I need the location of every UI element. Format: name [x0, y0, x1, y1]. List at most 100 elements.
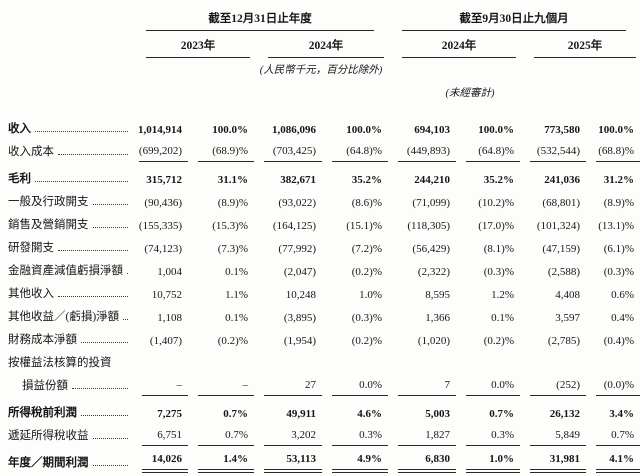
cell-value: 382,671 — [280, 174, 316, 186]
cell-value: 31,981 — [520, 450, 586, 473]
cell-value: (77,992) — [278, 243, 316, 255]
cell-value: 100.0% — [212, 124, 248, 136]
cell-value — [132, 367, 188, 373]
cell-value: (2,322) — [417, 266, 450, 278]
cell-value: 100.0% — [346, 124, 382, 136]
cell-value: (2,588) — [547, 266, 580, 278]
cell-value: (2,785) — [547, 335, 580, 347]
table-body: 收入 1,014,914 100.0% 1,086,096 100.0% 694,103… — [0, 116, 640, 473]
table-row: 損益份額 – –27 0.0% 7 0.0% (252) (0.0)% — [0, 373, 640, 396]
cell-value: (74,123) — [144, 243, 182, 255]
cell-value: 6,751 — [132, 426, 188, 446]
table-header-years: 2023年 2024年 2024年 2025年 — [0, 34, 640, 58]
cell-value: 1.0% — [359, 289, 382, 301]
cell-value: (118,305) — [407, 220, 450, 232]
cell-value: (3,895) — [283, 312, 316, 324]
cell-value: 0.7% — [489, 408, 514, 420]
cell-value: (15.1)% — [346, 220, 382, 232]
cell-value: (0.3)% — [603, 266, 634, 278]
table-row: 一般及行政開支 (90,436) (8.9)% (93,022) (8.6)% (71,… — [0, 189, 640, 212]
cell-value: 773,580 — [544, 124, 580, 136]
cell-value: 0.7% — [223, 408, 248, 420]
row-label-text: 所得稅前利潤 — [8, 407, 77, 419]
dot-leader — [35, 131, 128, 132]
cell-value: (68.9)% — [188, 142, 254, 162]
cell-value: 6,830 — [388, 450, 456, 473]
cell-value: (8.9)% — [217, 197, 248, 209]
row-label: 一般及行政開支 — [0, 190, 132, 212]
row-label-text: 財務成本淨額 — [8, 334, 77, 346]
cell-value: (0.4)% — [603, 335, 634, 347]
row-label-text: 收入成本 — [8, 146, 54, 158]
cell-value: 694,103 — [414, 124, 450, 136]
row-label-text: 其他收入 — [8, 288, 54, 300]
row-label: 所得稅前利潤 — [0, 401, 132, 423]
cell-value: – — [188, 376, 254, 396]
cell-value: 4.1% — [586, 450, 640, 473]
row-label: 其他收益／(虧損)淨額 — [0, 305, 132, 327]
year-header-2024-9m: 2024年 — [402, 34, 516, 58]
cell-value: – — [132, 376, 188, 396]
cell-value: (7.2)% — [351, 243, 382, 255]
row-label: 遞延所得稅收益 — [0, 424, 132, 446]
dot-leader — [58, 250, 128, 251]
cell-value: 14,026 — [132, 450, 188, 473]
table-row: 收入成本 (699,202) (68.9)% (703,425) (64.8)% (44… — [0, 139, 640, 162]
cell-value: (68,801) — [542, 197, 580, 209]
period-group-annual: 截至12月31日止年度 — [146, 10, 374, 31]
dot-leader — [81, 342, 128, 343]
cell-value: (64.8)% — [322, 142, 388, 162]
cell-value: 35.2% — [351, 174, 382, 186]
cell-value: (449,893) — [388, 142, 456, 162]
cell-value: 4.6% — [357, 408, 382, 420]
cell-value: (90,436) — [144, 197, 182, 209]
dot-leader — [58, 154, 128, 155]
period-group-nine-months: 截至9月30日止九個月 — [402, 10, 626, 31]
cell-value: (1,020) — [417, 335, 450, 347]
cell-value: (532,544) — [520, 142, 586, 162]
cell-value: 3.4% — [609, 408, 634, 420]
row-label-text: 金融資產減值虧損淨額 — [8, 265, 123, 277]
cell-value: (0.3)% — [351, 312, 382, 324]
cell-value: (0.2)% — [351, 335, 382, 347]
cell-value: 0.7% — [586, 426, 640, 446]
row-label: 按權益法核算的投資 — [0, 351, 132, 373]
cell-value — [388, 367, 456, 373]
cell-value: 3,202 — [254, 426, 322, 446]
cell-value: 0.7% — [188, 426, 254, 446]
table-row: 毛利 315,712 31.1% 382,671 35.2% 244,210 35.2% 2… — [0, 166, 640, 189]
cell-value: (56,429) — [412, 243, 450, 255]
cell-value: (164,125) — [272, 220, 316, 232]
cell-value: (0.3)% — [483, 266, 514, 278]
cell-value: (47,159) — [542, 243, 580, 255]
row-label: 財務成本淨額 — [0, 328, 132, 350]
cell-value — [456, 367, 520, 373]
cell-value: (1,954) — [283, 335, 316, 347]
cell-value: 0.1% — [225, 266, 248, 278]
row-label: 金融資產減值虧損淨額 — [0, 259, 132, 281]
cell-value: 1.4% — [188, 450, 254, 473]
table-row: 其他收益／(虧損)淨額 1,108 0.1% (3,895) (0.3)% 1,366 0… — [0, 304, 640, 327]
cell-value: (0.2)% — [217, 335, 248, 347]
cell-value: (17.0)% — [478, 220, 514, 232]
cell-value: (8.1)% — [483, 243, 514, 255]
row-label-text: 按權益法核算的投資 — [8, 357, 112, 369]
table-row: 其他收入 10,752 1.1% 10,248 1.0% 8,595 1.2% 4,408 0… — [0, 281, 640, 304]
cell-value: 1,004 — [157, 266, 182, 278]
table-row: 財務成本淨額 (1,407) (0.2)% (1,954) (0.2)% (1,020)… — [0, 327, 640, 350]
row-label-text: 年度／期間利潤 — [8, 457, 89, 469]
cell-value: 100.0% — [598, 124, 634, 136]
cell-value: 8,595 — [425, 289, 450, 301]
cell-value: (13.1)% — [598, 220, 634, 232]
cell-value: 1.1% — [225, 289, 248, 301]
dot-leader — [72, 388, 128, 389]
cell-value: 0.3% — [456, 426, 520, 446]
table-row: 研發開支 (74,123) (7.3)% (77,992) (7.2)% (56,429… — [0, 235, 640, 258]
dot-leader — [35, 181, 128, 182]
row-label: 年度／期間利潤 — [0, 451, 132, 473]
cell-value: (71,099) — [412, 197, 450, 209]
cell-value: 1,014,914 — [138, 124, 182, 136]
cell-value: 53,113 — [254, 450, 322, 473]
cell-value: (64.8)% — [456, 142, 520, 162]
cell-value: 244,210 — [414, 174, 450, 186]
